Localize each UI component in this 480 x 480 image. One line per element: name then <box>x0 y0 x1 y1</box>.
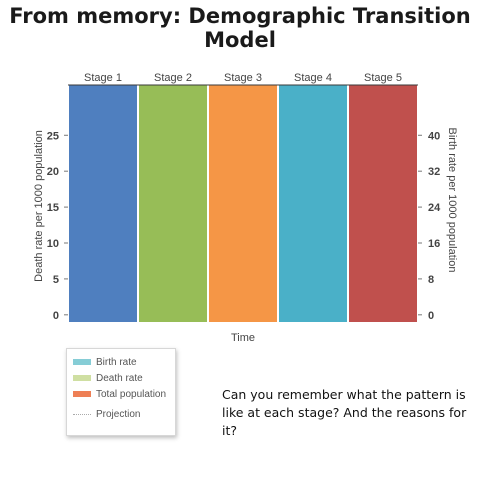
right-axis: 0 8 16 24 32 40 <box>418 130 441 322</box>
legend-label: Projection <box>96 408 141 420</box>
stage-bar-3 <box>209 85 277 322</box>
legend-item-birth-rate: Birth rate <box>73 355 137 369</box>
x-axis-label: Time <box>231 332 255 344</box>
legend-item-death-rate: Death rate <box>73 371 143 385</box>
legend-label: Death rate <box>96 372 143 384</box>
legend-item-total-population: Total population <box>73 387 166 401</box>
right-tick-label: 16 <box>428 238 440 250</box>
legend: Birth rate Death rate Total population P… <box>66 348 176 436</box>
legend-item-projection: Projection <box>73 407 140 421</box>
left-axis-label: Death rate per 1000 population <box>33 130 45 282</box>
stage-label-2: Stage 2 <box>154 72 192 84</box>
page-title: From memory: Demographic Transition Mode… <box>9 4 471 52</box>
legend-swatch-death-rate <box>73 375 91 381</box>
stage-label-1: Stage 1 <box>84 72 122 84</box>
left-tick-label: 0 <box>53 310 59 322</box>
stage-label-4: Stage 4 <box>294 72 332 84</box>
stage-bar-5 <box>349 85 417 322</box>
right-tick-label: 24 <box>428 202 441 214</box>
left-tick-label: 15 <box>47 202 59 214</box>
left-tick-label: 10 <box>47 238 59 250</box>
left-axis: 0 5 10 15 20 25 <box>47 130 68 322</box>
left-tick-label: 25 <box>47 130 59 142</box>
legend-swatch-projection <box>73 413 91 415</box>
right-tick-label: 0 <box>428 310 434 322</box>
left-tick-label: 20 <box>47 166 59 178</box>
right-tick-label: 8 <box>428 274 434 286</box>
legend-label: Birth rate <box>96 356 137 368</box>
right-tick-label: 32 <box>428 166 440 178</box>
stage-label-3: Stage 3 <box>224 72 262 84</box>
stage-labels: Stage 1 Stage 2 Stage 3 Stage 4 Stage 5 <box>84 72 402 84</box>
legend-swatch-total-population <box>73 391 91 397</box>
legend-swatch-birth-rate <box>73 359 91 365</box>
left-tick-label: 5 <box>53 274 59 286</box>
legend-label: Total population <box>96 388 167 400</box>
stage-label-5: Stage 5 <box>364 72 402 84</box>
stage-bars <box>68 84 418 322</box>
stage-bar-1 <box>69 85 137 322</box>
stage-bar-2 <box>139 85 207 322</box>
right-tick-label: 40 <box>428 130 440 142</box>
right-axis-label: Birth rate per 1000 population <box>446 128 458 273</box>
question-text: Can you remember what the pattern is lik… <box>222 387 467 438</box>
stage-bar-4 <box>279 85 347 322</box>
